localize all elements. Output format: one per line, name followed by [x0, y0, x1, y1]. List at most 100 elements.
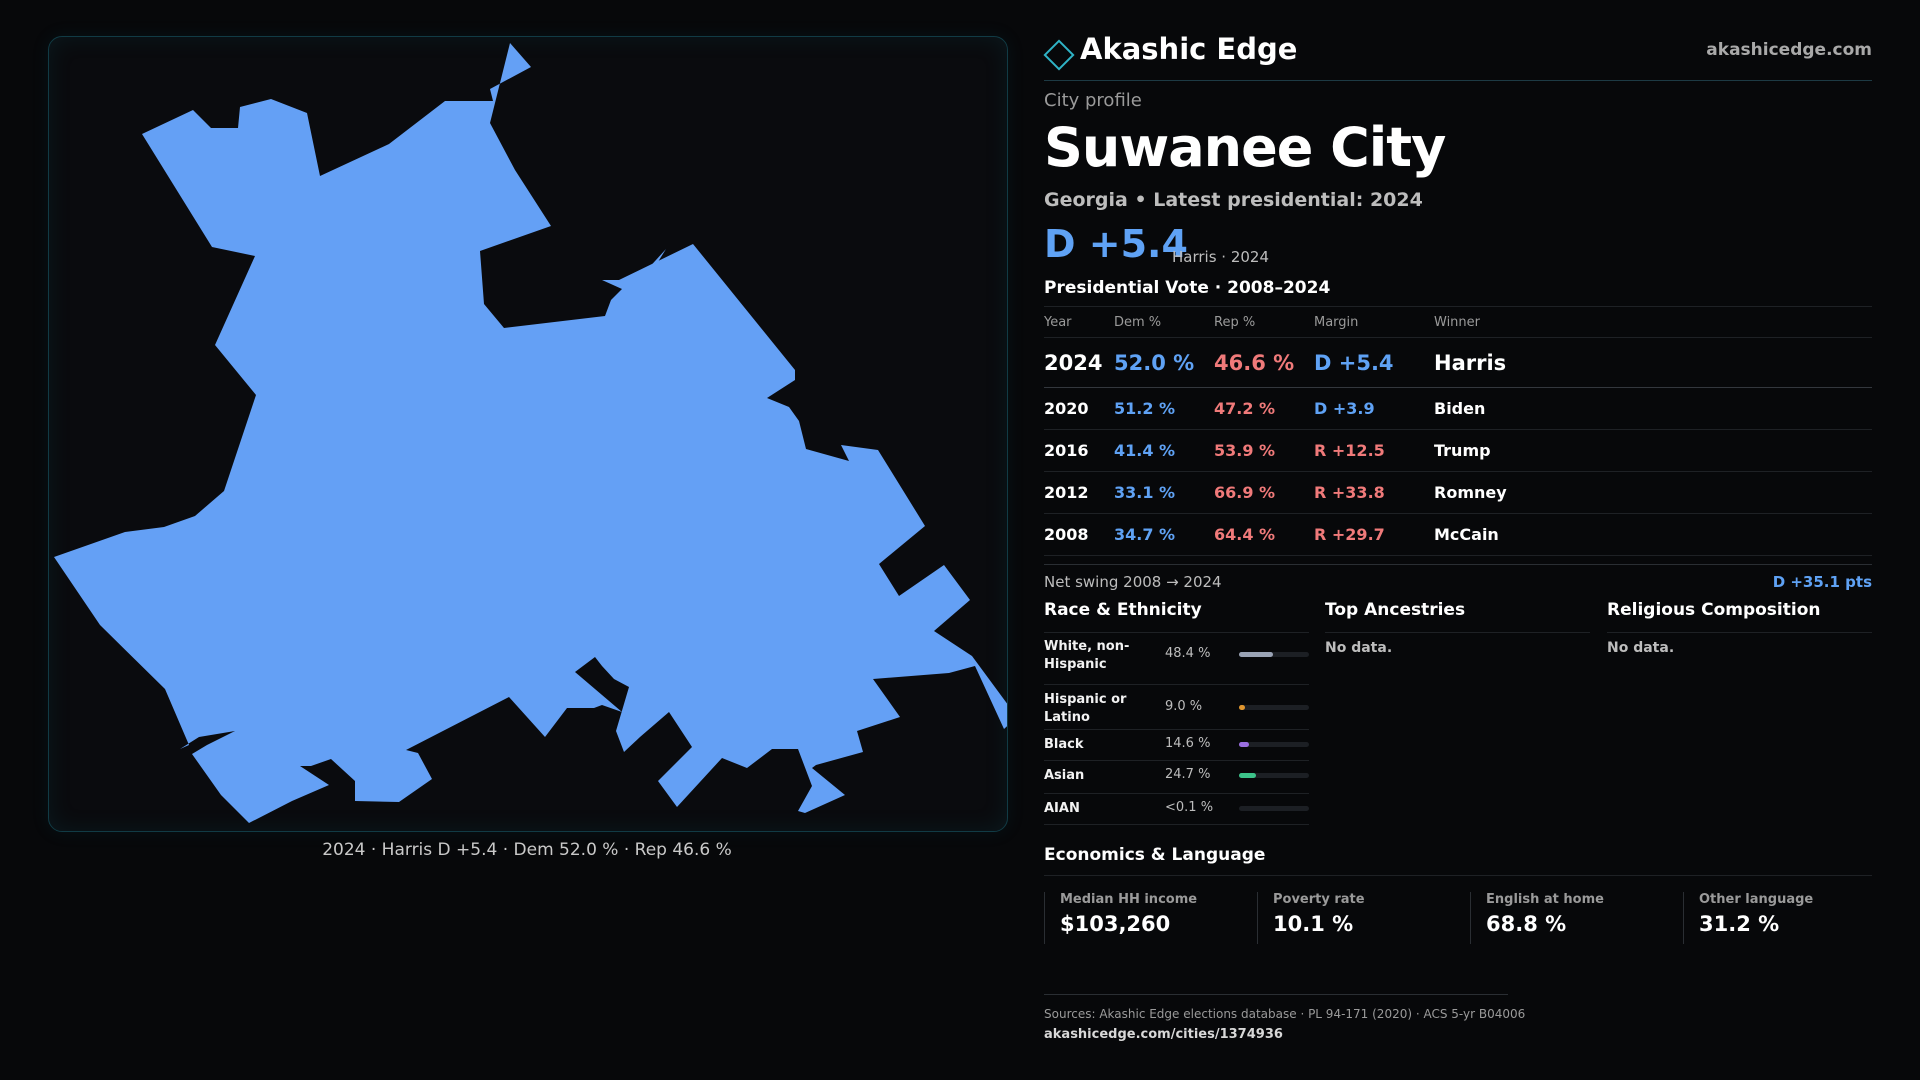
- race-name: AIAN: [1044, 801, 1080, 816]
- race-percent: <0.1 %: [1165, 800, 1214, 815]
- race-percent: 24.7 %: [1165, 767, 1211, 782]
- source-url-link[interactable]: akashicedge.com/cities/1374936: [1044, 1027, 1283, 1042]
- race-percent: 48.4 %: [1165, 646, 1211, 661]
- headline-margin: D +5.4: [1044, 222, 1188, 266]
- economics-stat: Poverty rate 10.1 %: [1257, 892, 1458, 944]
- table-row: 2012 33.1 % 66.9 % R +33.8 Romney: [1044, 471, 1872, 514]
- religion-empty: No data.: [1607, 640, 1675, 656]
- table-row: 2024 52.0 % 46.6 % D +5.4 Harris: [1044, 337, 1872, 388]
- year-cell: 2024: [1044, 337, 1114, 388]
- race-title: Race & Ethnicity: [1044, 600, 1202, 620]
- margin-cell: R +29.7: [1314, 513, 1434, 556]
- rep-cell: 66.9 %: [1214, 471, 1314, 514]
- margin-cell: R +33.8: [1314, 471, 1434, 514]
- stat-value: 10.1 %: [1273, 912, 1354, 936]
- profile-kicker: City profile: [1044, 90, 1142, 111]
- ancestries-empty: No data.: [1325, 640, 1393, 656]
- dem-cell: 41.4 %: [1114, 429, 1214, 472]
- dem-cell: 51.2 %: [1114, 387, 1214, 430]
- race-bar-track: [1239, 652, 1309, 657]
- table-row: 2016 41.4 % 53.9 % R +12.5 Trump: [1044, 429, 1872, 472]
- col-winner: Winner: [1434, 306, 1872, 338]
- ancestries-header: Top Ancestries: [1325, 600, 1590, 633]
- city-boundary-map: [48, 36, 1008, 832]
- stat-label: Other language: [1699, 892, 1814, 907]
- table-header-row: Year Dem % Rep % Margin Winner: [1044, 306, 1872, 338]
- year-cell: 2012: [1044, 471, 1114, 514]
- year-cell: 2016: [1044, 429, 1114, 472]
- race-bar-track: [1239, 705, 1309, 710]
- winner-cell: Romney: [1434, 471, 1872, 514]
- presidential-vote-table: Year Dem % Rep % Margin Winner 2024 52.0 …: [1044, 306, 1872, 556]
- stat-value: 31.2 %: [1699, 912, 1780, 936]
- map-caption: 2024 · Harris D +5.4 · Dem 52.0 % · Rep …: [322, 840, 732, 860]
- dem-cell: 34.7 %: [1114, 513, 1214, 556]
- list-item: Black 14.6 %: [1044, 730, 1309, 761]
- rep-cell: 53.9 %: [1214, 429, 1314, 472]
- dem-cell: 52.0 %: [1114, 337, 1214, 388]
- race-bar-fill: [1239, 773, 1257, 778]
- race-name: Hispanic or Latino: [1044, 692, 1127, 725]
- race-bar-track: [1239, 742, 1309, 747]
- net-swing-value: D +35.1 pts: [1772, 573, 1872, 591]
- winner-cell: McCain: [1434, 513, 1872, 556]
- economics-stat: English at home 68.8 %: [1470, 892, 1671, 944]
- col-year: Year: [1044, 306, 1114, 338]
- year-cell: 2020: [1044, 387, 1114, 430]
- economics-stat: Other language 31.2 %: [1683, 892, 1884, 944]
- race-bar-fill: [1239, 742, 1250, 747]
- profile-subtitle: Georgia • Latest presidential: 2024: [1044, 189, 1423, 211]
- margin-cell: D +5.4: [1314, 337, 1434, 388]
- sources-footer: Sources: Akashic Edge elections database…: [1044, 994, 1525, 1042]
- religion-header: Religious Composition: [1607, 600, 1872, 633]
- rep-cell: 64.4 %: [1214, 513, 1314, 556]
- page-title: Suwanee City: [1044, 116, 1446, 179]
- winner-cell: Harris: [1434, 337, 1872, 388]
- economics-header: Economics & Language: [1044, 845, 1872, 876]
- economics-stat: Median HH income $103,260: [1044, 892, 1245, 944]
- race-bar-fill: [1239, 652, 1273, 657]
- brand-url-link[interactable]: akashicedge.com: [1706, 40, 1872, 60]
- winner-cell: Trump: [1434, 429, 1872, 472]
- race-list: White, non-Hispanic 48.4 % Hispanic or Lat…: [1044, 632, 1309, 825]
- rep-cell: 46.6 %: [1214, 337, 1314, 388]
- net-swing-row: Net swing 2008 → 2024 D +35.1 pts: [1044, 564, 1872, 599]
- economics-title: Economics & Language: [1044, 845, 1266, 865]
- list-item: Hispanic or Latino 9.0 %: [1044, 685, 1309, 730]
- race-name: Asian: [1044, 768, 1085, 783]
- city-boundary-shape: [54, 43, 1007, 823]
- col-dem: Dem %: [1114, 306, 1214, 338]
- list-item: AIAN <0.1 %: [1044, 794, 1309, 825]
- net-swing-label: Net swing 2008 → 2024: [1044, 573, 1222, 591]
- race-percent: 14.6 %: [1165, 736, 1211, 751]
- ancestries-title: Top Ancestries: [1325, 600, 1466, 620]
- table-row: 2020 51.2 % 47.2 % D +3.9 Biden: [1044, 387, 1872, 430]
- col-margin: Margin: [1314, 306, 1434, 338]
- stat-label: English at home: [1486, 892, 1604, 907]
- year-cell: 2008: [1044, 513, 1114, 556]
- race-bar-track: [1239, 806, 1309, 811]
- stat-label: Poverty rate: [1273, 892, 1365, 907]
- stat-label: Median HH income: [1060, 892, 1198, 907]
- list-item: Asian 24.7 %: [1044, 761, 1309, 794]
- diamond-logo-icon: [1043, 39, 1075, 71]
- margin-cell: R +12.5: [1314, 429, 1434, 472]
- religion-title: Religious Composition: [1607, 600, 1821, 620]
- race-header: Race & Ethnicity: [1044, 600, 1309, 633]
- brand-header: Akashic Edge akashicedge.com: [1043, 30, 1872, 81]
- dem-cell: 33.1 %: [1114, 471, 1214, 514]
- winner-cell: Biden: [1434, 387, 1872, 430]
- col-rep: Rep %: [1214, 306, 1314, 338]
- rep-cell: 47.2 %: [1214, 387, 1314, 430]
- margin-cell: D +3.9: [1314, 387, 1434, 430]
- sources-text: Sources: Akashic Edge elections database…: [1044, 1007, 1526, 1021]
- list-item: White, non-Hispanic 48.4 %: [1044, 632, 1309, 685]
- race-name: White, non-Hispanic: [1044, 639, 1130, 672]
- table-row: 2008 34.7 % 64.4 % R +29.7 McCain: [1044, 513, 1872, 556]
- race-name: Black: [1044, 737, 1084, 752]
- stat-value: $103,260: [1060, 912, 1171, 936]
- stat-value: 68.8 %: [1486, 912, 1567, 936]
- brand-name: Akashic Edge: [1080, 32, 1298, 66]
- presidential-vote-title: Presidential Vote · 2008–2024: [1044, 278, 1331, 298]
- race-bar-fill: [1239, 705, 1246, 710]
